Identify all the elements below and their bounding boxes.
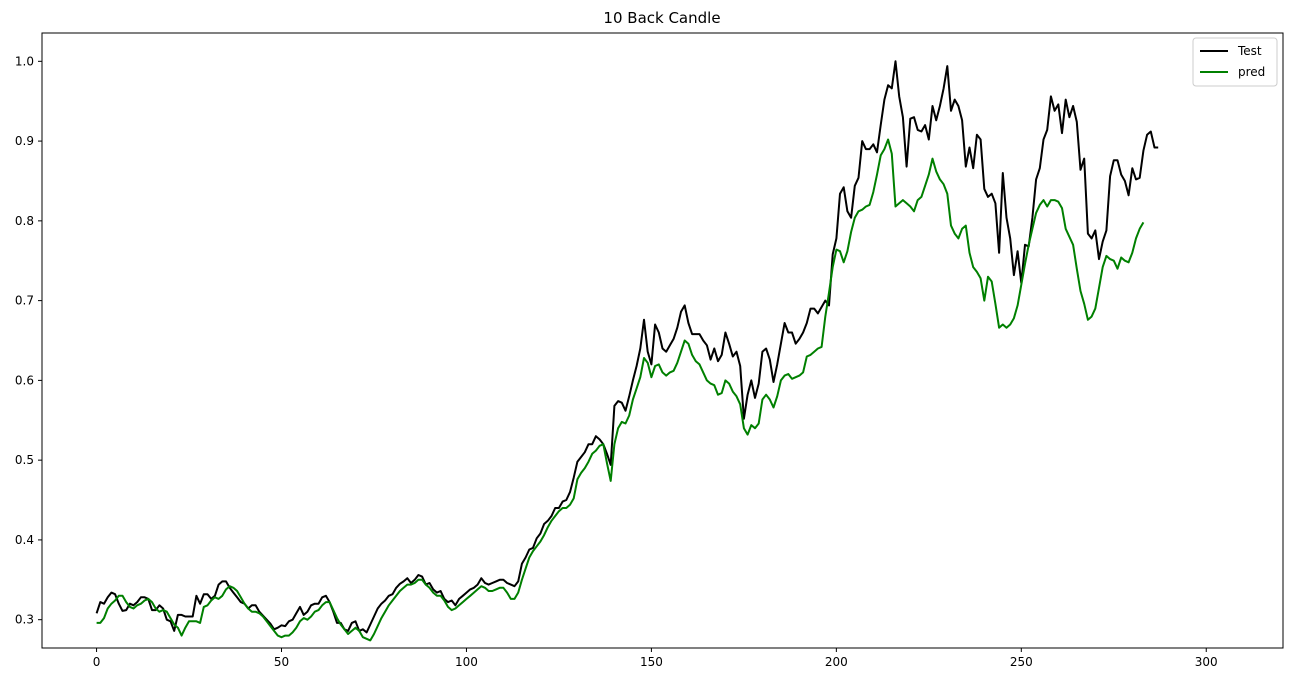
y-tick-label: 0.5	[15, 453, 34, 467]
legend-label-test: Test	[1237, 44, 1262, 58]
y-tick-label: 1.0	[15, 54, 34, 68]
y-axis: 0.3 0.4 0.5 0.6 0.7 0.8 0.9 1.0	[15, 54, 42, 627]
y-tick-label: 0.3	[15, 613, 34, 627]
legend-label-pred: pred	[1238, 65, 1265, 79]
legend: Test pred	[1192, 37, 1278, 87]
chart-title: 10 Back Candle	[603, 9, 720, 27]
y-tick-label: 0.9	[15, 134, 34, 148]
plot-lines	[95, 60, 1159, 642]
x-tick-label: 0	[93, 655, 101, 669]
series-line-pred	[96, 138, 1145, 642]
y-tick-label: 0.4	[15, 533, 34, 547]
series-line-test	[95, 60, 1159, 634]
x-axis: 0 50 100 150 200 250 300	[93, 648, 1218, 669]
y-tick-label: 0.6	[15, 373, 34, 387]
x-tick-label: 300	[1195, 655, 1218, 669]
y-tick-label: 0.8	[15, 214, 34, 228]
plot-frame	[41, 32, 1284, 649]
x-tick-label: 250	[1010, 655, 1033, 669]
x-tick-label: 100	[455, 655, 478, 669]
x-tick-label: 150	[640, 655, 663, 669]
x-tick-label: 200	[825, 655, 848, 669]
x-tick-label: 50	[274, 655, 289, 669]
y-tick-label: 0.7	[15, 294, 34, 308]
